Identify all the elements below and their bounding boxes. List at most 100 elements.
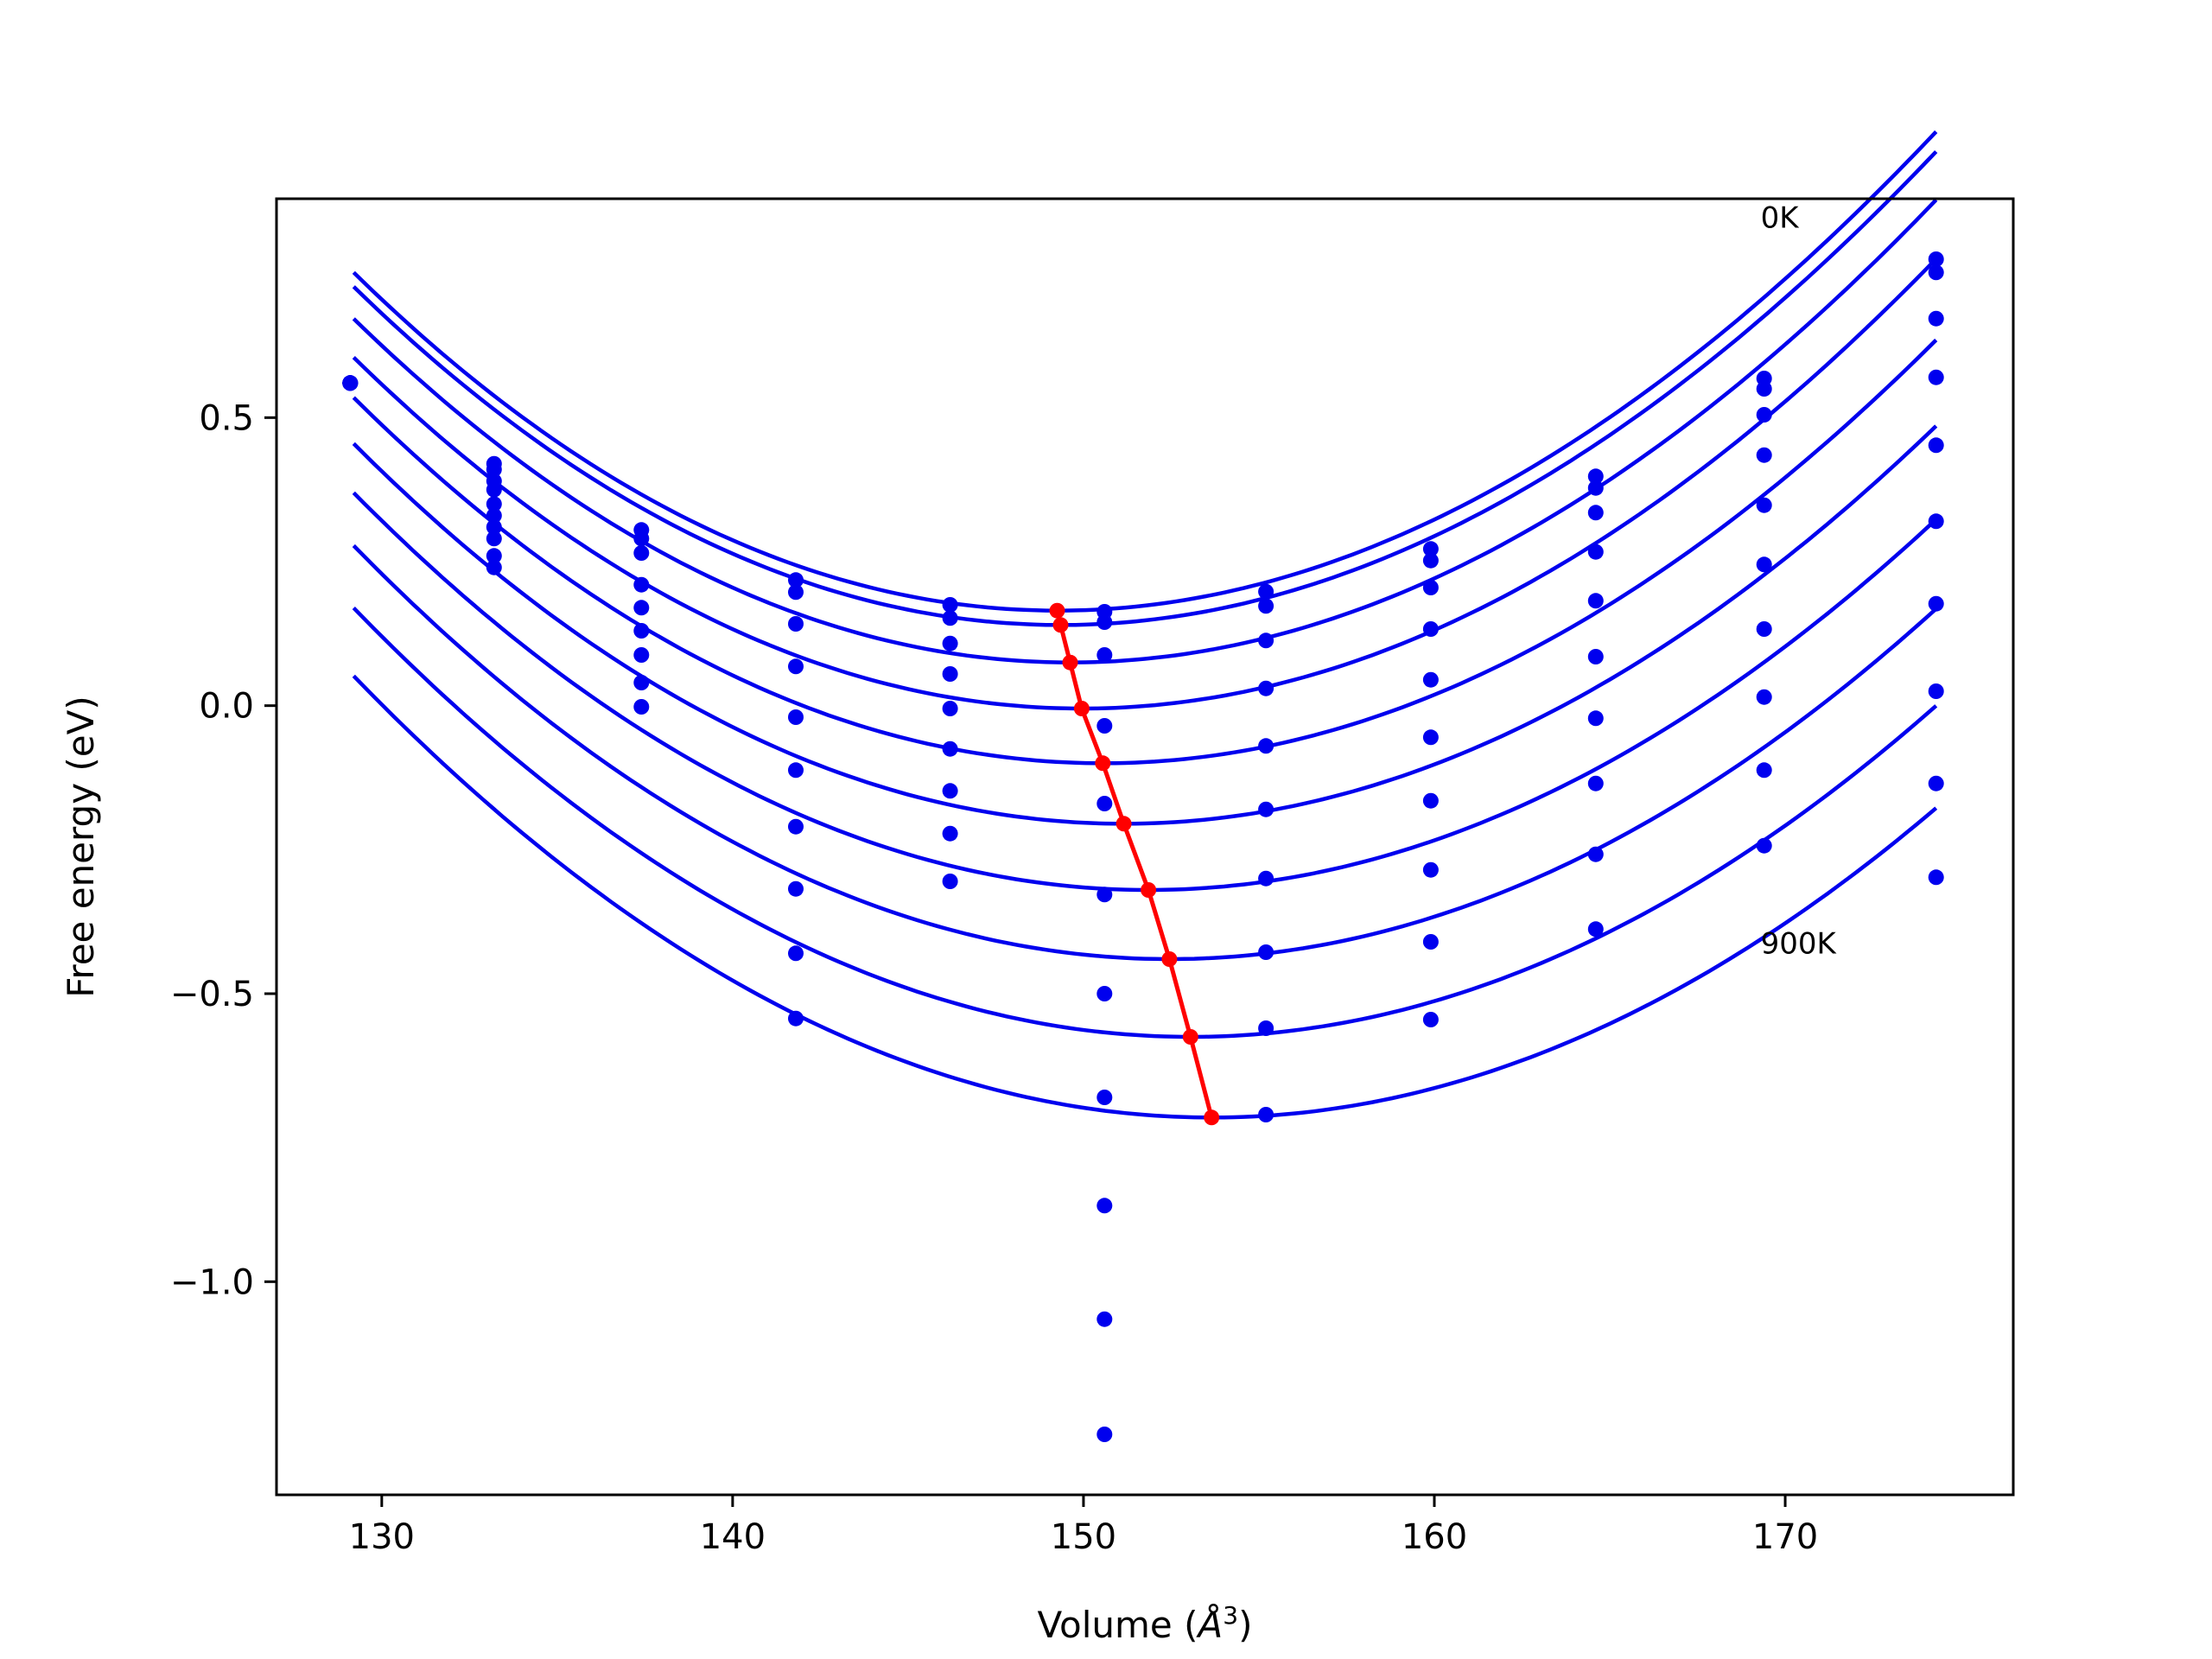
fit-curve-300K	[352, 257, 1938, 711]
minimum-point	[1049, 602, 1065, 619]
data-point	[1422, 934, 1439, 950]
y-tick-label: −0.5	[170, 975, 254, 1014]
data-point	[942, 783, 958, 799]
data-point	[633, 647, 650, 663]
data-point	[1928, 264, 1944, 281]
y-tick-label: −1.0	[170, 1262, 254, 1302]
data-point	[1422, 861, 1439, 878]
plot-frame	[275, 197, 2015, 1497]
data-point	[1756, 447, 1772, 463]
data-point	[1422, 552, 1439, 569]
fit-curve-500K	[352, 424, 1938, 826]
minimum-point	[1182, 1029, 1198, 1045]
plot-area	[342, 130, 1944, 1442]
data-point	[1756, 689, 1772, 705]
data-point	[486, 519, 502, 535]
data-point	[1928, 513, 1944, 530]
y-axis-label: Free energy (eV)	[60, 696, 102, 998]
data-point	[486, 531, 502, 547]
data-point	[1756, 556, 1772, 573]
data-point	[1258, 583, 1274, 600]
data-point	[486, 496, 502, 512]
data-point	[486, 507, 502, 524]
annotations: 0K 900K	[1761, 200, 1838, 961]
data-point	[1096, 887, 1113, 903]
data-point	[1928, 437, 1944, 454]
data-point	[942, 701, 958, 716]
data-point	[1258, 944, 1274, 960]
data-point	[1096, 796, 1113, 811]
data-point	[1928, 369, 1944, 385]
fit-curve-0K	[352, 130, 1938, 613]
data-point	[633, 623, 650, 639]
data-point	[1096, 986, 1113, 1001]
data-point	[788, 762, 804, 779]
minimum-point	[1052, 617, 1069, 633]
data-point	[788, 709, 804, 725]
minimum-point	[1204, 1109, 1220, 1126]
data-point	[942, 597, 958, 613]
annotation-label: 900K	[1761, 926, 1838, 961]
minimum-point	[1141, 882, 1157, 898]
data-point	[1422, 621, 1439, 637]
x-tick-label: 130	[349, 1517, 415, 1557]
data-point	[486, 559, 502, 575]
data-point	[1587, 543, 1604, 560]
data-point	[1587, 775, 1604, 791]
data-point	[1422, 729, 1439, 746]
data-point	[1096, 1311, 1113, 1327]
data-point	[1587, 468, 1604, 485]
x-axis-label: Volume (Å3)	[1038, 1601, 1253, 1646]
data-point	[1096, 1198, 1113, 1214]
data-point	[1096, 718, 1113, 734]
fit-curve-800K	[352, 607, 1938, 1039]
minimum-point	[1073, 701, 1090, 716]
data-point	[942, 874, 958, 889]
fit-curve-900K	[352, 674, 1938, 1120]
minimum-point	[1095, 755, 1111, 772]
data-point	[633, 675, 650, 690]
x-axis: 130 140 150 160 170	[349, 1495, 1818, 1557]
data-point	[1096, 1090, 1113, 1105]
data-point	[486, 548, 502, 564]
minimum-point	[1116, 816, 1132, 832]
data-point	[1756, 381, 1772, 397]
data-point	[1928, 251, 1944, 267]
x-axis-label-close: )	[1238, 1604, 1252, 1646]
data-point	[633, 576, 650, 593]
data-point	[1587, 846, 1604, 862]
minima-line	[1055, 610, 1214, 1118]
data-point	[788, 1010, 804, 1027]
minimum-point	[1062, 654, 1078, 671]
data-point	[788, 658, 804, 675]
data-point	[1928, 869, 1944, 886]
data-point	[486, 461, 502, 478]
data-point	[788, 945, 804, 962]
data-point	[1587, 921, 1604, 938]
data-point	[633, 545, 650, 561]
data-point	[1587, 593, 1604, 609]
x-tick-label: 170	[1752, 1517, 1818, 1557]
y-axis: 0.5 0.0 −0.5 −1.0	[170, 398, 276, 1302]
data-point	[788, 584, 804, 601]
data-point	[1422, 1012, 1439, 1027]
data-point	[1258, 1107, 1274, 1122]
minimum-point	[1161, 951, 1178, 967]
data-point	[342, 375, 359, 391]
data-point	[1422, 671, 1439, 688]
x-tick-label: 160	[1402, 1517, 1467, 1557]
data-point	[1258, 598, 1274, 614]
data-point	[942, 610, 958, 626]
data-point	[1587, 649, 1604, 664]
data-point	[1928, 775, 1944, 791]
data-point	[1928, 595, 1944, 612]
data-point	[788, 880, 804, 897]
data-point	[1422, 580, 1439, 595]
data-point	[942, 741, 958, 757]
x-tick-label: 140	[700, 1517, 766, 1557]
data-point	[633, 699, 650, 715]
y-tick-label: 0.5	[199, 398, 254, 438]
y-tick-label: 0.0	[199, 687, 254, 727]
data-point	[1258, 801, 1274, 817]
